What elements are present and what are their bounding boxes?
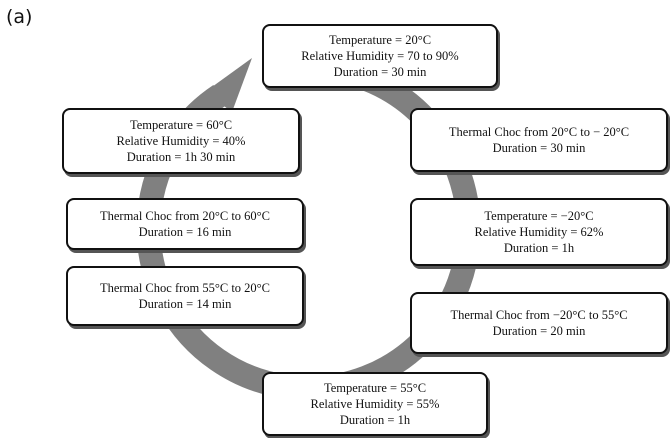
box-line: Temperature = 60°C [129,118,233,132]
box-line: Temperature = 20°C [328,33,432,47]
box-line: Duration = 1h [339,413,411,427]
box-line: Relative Humidity = 40% [116,134,246,148]
box-line: Thermal Choc from −20°C to 55°C [450,308,628,322]
cycle-arrowhead [205,58,252,112]
box-line: Relative Humidity = 70 to 90% [301,49,459,63]
box-line: Temperature = −20°C [484,209,594,223]
box-line: Thermal Choc from 20°C to 60°C [99,209,271,223]
box-line: Relative Humidity = 62% [474,225,604,239]
stage-box-choc-55-to-20: Thermal Choc from 55°C to 20°C Duration … [66,266,304,326]
stage-box-temp-55: Temperature = 55°C Relative Humidity = 5… [262,372,488,436]
box-line: Duration = 14 min [138,297,232,311]
stage-box-choc-minus20-to-55: Thermal Choc from −20°C to 55°C Duration… [410,292,668,354]
stage-box-choc-20-to-60: Thermal Choc from 20°C to 60°C Duration … [66,198,304,250]
box-line: Duration = 1h [503,241,575,255]
box-line: Duration = 16 min [138,225,232,239]
box-line: Duration = 1h 30 min [126,150,236,164]
box-line: Duration = 30 min [333,65,427,79]
box-line: Temperature = 55°C [323,381,427,395]
box-line: Thermal Choc from 20°C to − 20°C [448,125,630,139]
box-line: Duration = 30 min [492,141,586,155]
stage-box-choc-20-to-minus20: Thermal Choc from 20°C to − 20°C Duratio… [410,108,668,172]
box-line: Thermal Choc from 55°C to 20°C [99,281,271,295]
stage-box-temp-minus20: Temperature = −20°C Relative Humidity = … [410,198,668,266]
stage-box-temp-60: Temperature = 60°C Relative Humidity = 4… [62,108,300,174]
box-line: Duration = 20 min [492,324,586,338]
panel-label: (a) [6,6,33,28]
box-line: Relative Humidity = 55% [310,397,440,411]
stage-box-temp-20: Temperature = 20°C Relative Humidity = 7… [262,24,498,88]
